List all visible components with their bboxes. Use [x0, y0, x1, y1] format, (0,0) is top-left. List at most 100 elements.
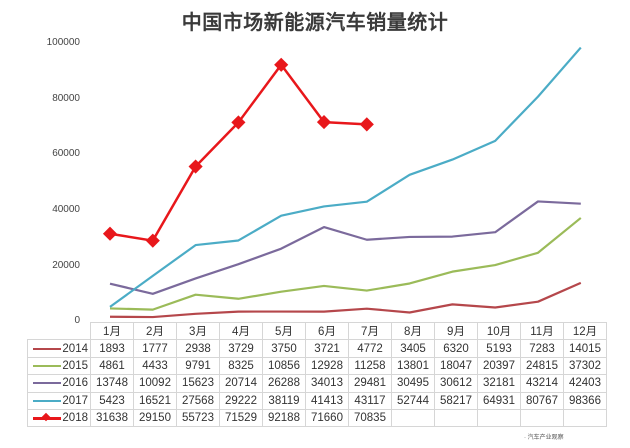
table-cell: 5423: [90, 391, 134, 410]
table-cell: 34013: [305, 374, 349, 393]
month-header: 5月: [262, 321, 306, 341]
month-header: 4月: [219, 321, 263, 341]
legend-diamond-line-icon: [33, 412, 62, 421]
table-cell: 3405: [391, 339, 435, 358]
table-cell: 4772: [348, 339, 392, 358]
table-corner: [27, 322, 91, 341]
table-cell: 10856: [262, 356, 306, 376]
diamond-marker-icon: [359, 117, 374, 132]
legend-series-1: 2015: [27, 356, 91, 376]
table-cell: 55723: [176, 408, 220, 428]
table-cell: 30612: [434, 374, 478, 393]
y-tick-label: 60000: [52, 148, 80, 159]
data-table: 1月 2月 3月 4月 5月 6月 7月 8月 9月 10月 11月 12月 2…: [27, 321, 607, 428]
table-row: 2014 1893 1777 2938 3729 3750 3721 4772 3405 6320…: [27, 339, 607, 358]
diamond-marker-icon: [274, 57, 289, 72]
month-header: 1月: [90, 321, 134, 341]
legend-label: 2014: [62, 342, 88, 355]
legend-series-3: 2017: [27, 391, 91, 410]
y-tick-label: 0: [74, 315, 80, 326]
table-cell: 1893: [90, 339, 134, 358]
table-cell: [520, 408, 564, 428]
table-cell: 58217: [434, 391, 478, 410]
table-cell: 32181: [477, 374, 521, 393]
table-cell: 2938: [176, 339, 220, 358]
table-row: 2015 4861 4433 9791 8325 10856 12928 11258 13801…: [27, 356, 607, 376]
chart-title: 中国市场新能源汽车销量统计: [181, 10, 449, 34]
diamond-marker-icon: [316, 114, 332, 130]
table-cell: 6320: [434, 339, 478, 358]
table-cell: 11258: [348, 356, 392, 376]
legend-series-2: 2016: [27, 374, 91, 393]
series-line-2016: [109, 200, 581, 295]
legend-line-icon: [33, 347, 62, 350]
table-cell: 5193: [477, 339, 521, 358]
table-cell: 4433: [133, 356, 177, 376]
table-cell: 3721: [305, 339, 349, 358]
watermark: · 汽车产业观察: [524, 435, 564, 441]
table-cell: 52744: [391, 391, 435, 410]
table-cell: 13748: [90, 374, 134, 393]
table-cell: 70835: [348, 408, 392, 428]
table-cell: 71660: [305, 408, 349, 428]
table-cell: 10092: [133, 374, 177, 393]
table-cell: 64931: [477, 391, 521, 410]
table-cell: [563, 408, 607, 428]
month-header: 8月: [391, 321, 435, 341]
table-cell: 3750: [262, 339, 306, 358]
month-header: 12月: [563, 321, 607, 341]
table-cell: 26288: [262, 374, 306, 393]
legend-series-0: 2014: [27, 339, 91, 358]
month-header: 9月: [434, 321, 478, 341]
plot-area: [102, 46, 582, 319]
legend-series-4: 2018: [27, 408, 91, 428]
diamond-marker-icon: [145, 233, 160, 248]
month-header: 3月: [176, 321, 220, 341]
table-cell: 29481: [348, 374, 392, 393]
table-cell: 41413: [305, 391, 349, 410]
month-header: 10月: [477, 321, 521, 341]
table-cell: 12928: [305, 356, 349, 376]
table-cell: [477, 408, 521, 428]
table-cell: 18047: [434, 356, 478, 376]
table-cell: 71529: [219, 408, 263, 428]
legend-label: 2018: [62, 412, 88, 425]
table-cell: 3729: [219, 339, 263, 358]
month-header: 2月: [133, 321, 177, 341]
table-cell: 1777: [133, 339, 177, 358]
legend-label: 2016: [62, 377, 88, 390]
table-cell: 16521: [133, 391, 177, 410]
diamond-marker-icon: [102, 226, 118, 241]
table-row: 2018 31638 29150 55723 71529 92188 71660 70835: [27, 408, 607, 428]
table-cell: 20714: [219, 374, 263, 393]
y-tick-label: 80000: [52, 93, 80, 104]
table-cell: 8325: [219, 356, 263, 376]
month-header: 11月: [520, 321, 564, 341]
month-header: 6月: [305, 321, 349, 341]
legend-line-icon: [33, 399, 62, 402]
table-cell: 30495: [391, 374, 435, 393]
legend-label: 2017: [62, 394, 88, 407]
table-cell: [434, 408, 478, 428]
legend-line-icon: [33, 364, 62, 367]
table-row: 2016 13748 10092 15623 20714 26288 34013 29481 3…: [27, 374, 607, 393]
legend-line-icon: [33, 382, 62, 385]
series-line-2015: [109, 217, 582, 311]
table-cell: 24815: [520, 356, 564, 376]
table-header-row: 1月 2月 3月 4月 5月 6月 7月 8月 9月 10月 11月 12月: [27, 321, 607, 341]
table-cell: 29222: [219, 391, 263, 410]
table-cell: 42403: [563, 374, 607, 393]
table-cell: 43117: [348, 391, 392, 410]
legend-label: 2015: [62, 359, 88, 372]
table-cell: 43214: [520, 374, 564, 393]
series-line-2018: [109, 63, 367, 242]
table-cell: 15623: [176, 374, 220, 393]
table-cell: 13801: [391, 356, 435, 376]
diamond-marker-icon: [188, 159, 203, 174]
table-row: 2017 5423 16521 27568 29222 38119 41413 43117 52…: [27, 391, 607, 410]
y-tick-label: 100000: [46, 37, 80, 48]
table-cell: [391, 408, 435, 428]
table-cell: 29150: [133, 408, 177, 428]
y-tick-label: 40000: [52, 204, 80, 215]
table-cell: 31638: [90, 408, 134, 428]
